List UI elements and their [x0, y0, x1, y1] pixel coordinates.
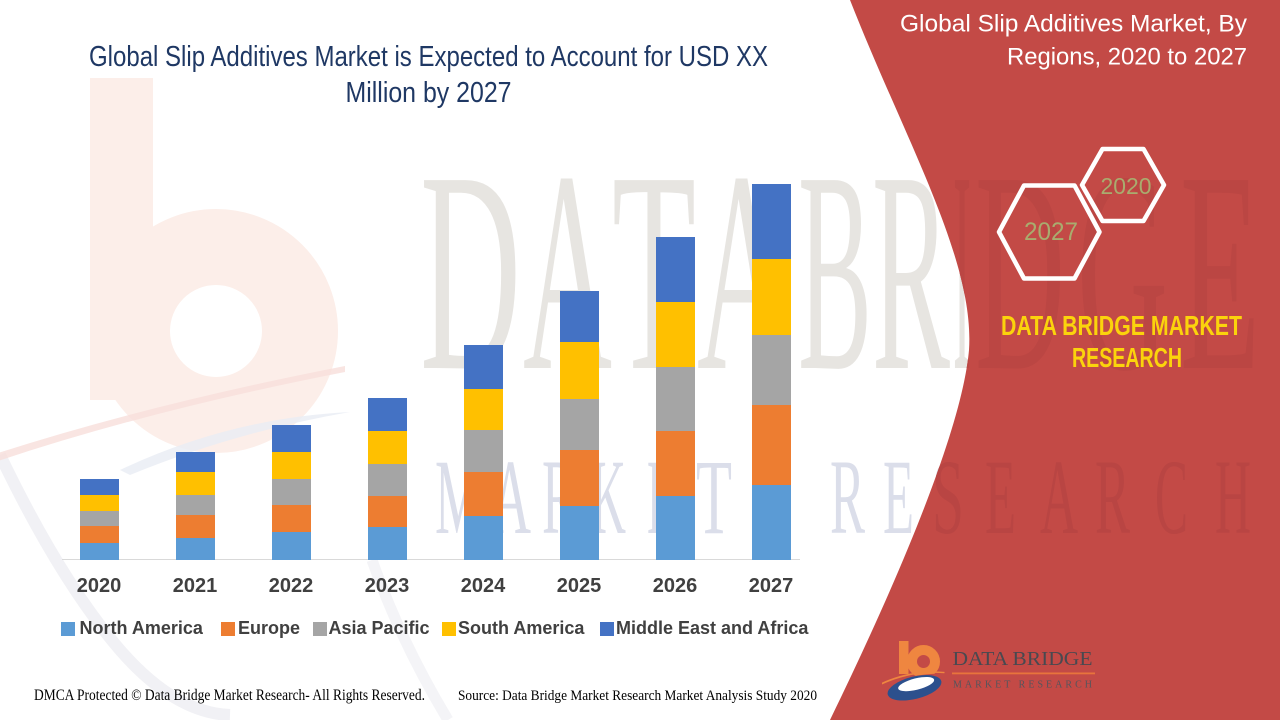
svg-text:C: C — [1155, 439, 1188, 557]
svg-text:R: R — [1095, 439, 1130, 557]
svg-text:2027: 2027 — [1024, 218, 1078, 246]
svg-text:DATA BRIDGE MARKET: DATA BRIDGE MARKET — [1001, 310, 1242, 341]
svg-text:Regions, 2020 to 2027: Regions, 2020 to 2027 — [1007, 44, 1247, 71]
svg-text:Global Slip Additives Market,: Global Slip Additives Market, By — [900, 11, 1247, 38]
svg-text:RESEARCH: RESEARCH — [1072, 342, 1182, 373]
svg-text:Million by 2027: Million by 2027 — [346, 77, 512, 109]
svg-text:MARKET RESEARCH: MARKET RESEARCH — [953, 680, 1092, 691]
svg-text:DATA BRIDGE: DATA BRIDGE — [953, 648, 1093, 670]
svg-text:Global Slip Additives Market i: Global Slip Additives Market is Expected… — [89, 41, 768, 73]
svg-text:Source: Data Bridge Market Res: Source: Data Bridge Market Research Mark… — [458, 688, 817, 704]
svg-text:2020: 2020 — [1101, 173, 1152, 199]
svg-text:A: A — [1040, 439, 1078, 557]
svg-text:H: H — [1215, 439, 1251, 557]
svg-text:DMCA Protected © Data Bridge M: DMCA Protected © Data Bridge Market Rese… — [34, 687, 425, 704]
svg-text:R: R — [830, 439, 865, 557]
svg-text:E: E — [985, 439, 1016, 557]
svg-text:T: T — [696, 439, 732, 557]
svg-text:E: E — [883, 439, 914, 557]
svg-text:B: B — [798, 113, 872, 431]
svg-text:E: E — [1180, 113, 1260, 431]
